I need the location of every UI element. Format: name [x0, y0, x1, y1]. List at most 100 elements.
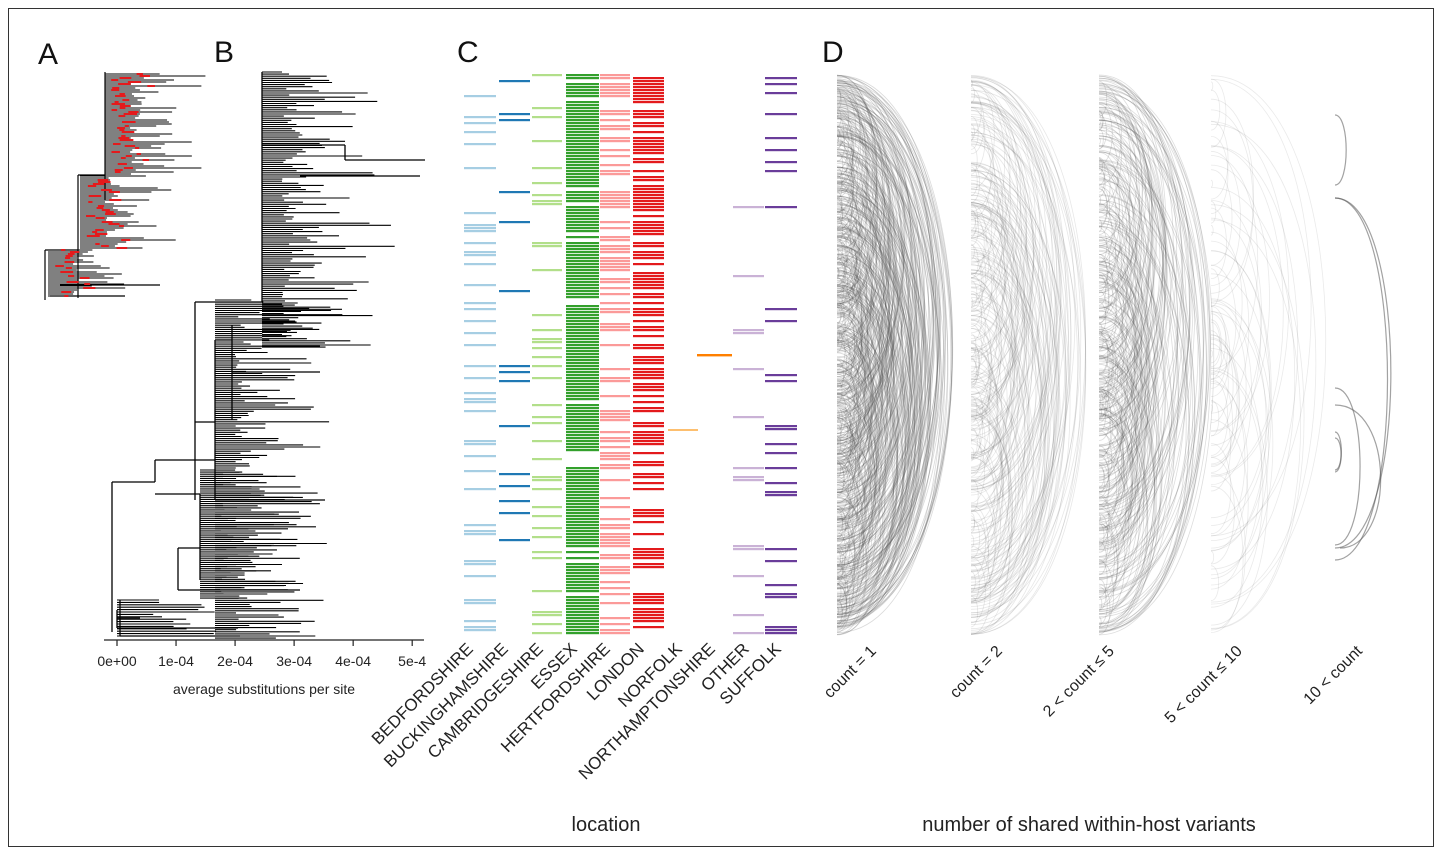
shared-variant-arc: [1098, 220, 1190, 632]
heatmap-cell: [499, 371, 530, 374]
heatmap-cell: [566, 482, 599, 485]
shared-variant-arc: [1098, 106, 1190, 520]
shared-variant-arc: [1098, 88, 1211, 594]
heatmap-cell: [532, 242, 562, 245]
heatmap-cell: [566, 392, 599, 395]
tip-marker: [108, 191, 120, 193]
shared-variant-arc: [1098, 514, 1101, 522]
x-axis-title: average substitutions per site: [173, 681, 355, 697]
shared-variant-arc: [1098, 430, 1113, 489]
shared-variant-arc: [1098, 310, 1133, 461]
shared-variant-arc: [836, 155, 854, 231]
shared-variant-arc: [1098, 93, 1137, 265]
shared-variant-arc: [1098, 464, 1105, 488]
shared-variant-arc: [836, 394, 876, 568]
tip-marker: [61, 249, 66, 251]
heatmap-cell: [633, 548, 664, 551]
heatmap-cell: [566, 287, 599, 290]
shared-variant-arc: [1098, 113, 1167, 419]
heatmap-cell: [600, 524, 630, 527]
heatmap-cell: [464, 122, 496, 125]
shared-variant-arc: [970, 107, 1011, 288]
shared-variant-arc: [836, 126, 896, 395]
shared-variant-arc: [836, 462, 863, 578]
shared-variant-arc: [970, 118, 1035, 405]
heatmap-cell: [532, 614, 562, 617]
shared-variant-arc: [1098, 559, 1108, 598]
shared-variant-arc: [836, 126, 853, 198]
shared-variant-arc: [1098, 305, 1128, 437]
shared-variant-arc: [1098, 245, 1134, 404]
shared-variant-arc: [1098, 455, 1110, 506]
shared-variant-arc: [1098, 495, 1109, 541]
heatmap-cell: [668, 429, 698, 431]
shared-variant-arc: [836, 216, 843, 243]
tip-marker: [64, 295, 69, 297]
heatmap-cell: [633, 395, 664, 398]
shared-variant-arc: [1098, 250, 1139, 430]
tip-marker: [128, 111, 139, 113]
shared-variant-arc: [970, 96, 1058, 491]
shared-variant-arc: [1098, 96, 1165, 392]
shared-variant-arc: [836, 526, 859, 624]
heatmap-cell: [464, 401, 496, 404]
tip-marker: [95, 243, 100, 245]
shared-variant-arc: [970, 163, 980, 203]
shared-variant-arc: [970, 385, 1002, 524]
heatmap-cell: [464, 143, 496, 146]
heatmap-cell: [600, 380, 630, 383]
heatmap-cell: [532, 476, 562, 479]
heatmap-cell: [600, 248, 630, 251]
shared-variant-arc: [836, 202, 844, 229]
shared-variant-arc: [970, 138, 1058, 531]
shared-variant-arc: [836, 295, 908, 618]
shared-variant-arc: [836, 179, 874, 348]
shared-variant-arc: [970, 298, 974, 308]
tip-marker: [118, 83, 131, 85]
heatmap-cell: [633, 596, 664, 599]
shared-variant-arc: [836, 166, 867, 300]
shared-variant-arc: [836, 226, 902, 520]
heatmap-cell: [600, 581, 630, 584]
shared-variant-arc: [1098, 133, 1164, 426]
shared-variant-arc: [1334, 197, 1392, 549]
shared-variant-arc: [836, 98, 917, 461]
shared-variant-arc: [1098, 389, 1133, 543]
shared-variant-arc: [1098, 339, 1113, 400]
heatmap-cell: [633, 473, 664, 476]
heatmap-cell: [566, 557, 599, 560]
heatmap-cell: [566, 572, 599, 575]
shared-variant-arc: [1098, 145, 1166, 446]
heatmap-cell: [765, 443, 797, 446]
heatmap-cell: [566, 281, 599, 284]
heatmap-cell: [633, 302, 664, 305]
shared-variant-arc: [836, 89, 953, 615]
shared-variant-arc: [1098, 167, 1105, 193]
shared-variant-arc: [970, 413, 1013, 604]
shared-variant-arc: [836, 80, 878, 264]
shared-variant-arc: [836, 564, 848, 614]
shared-variant-arc: [836, 402, 876, 579]
heatmap-cell: [600, 545, 630, 548]
heatmap-cell: [566, 506, 599, 509]
shared-variant-arc: [970, 84, 1082, 586]
heatmap-cell: [633, 77, 664, 80]
shared-variant-arc: [1098, 270, 1159, 543]
shared-variant-arc: [970, 101, 1087, 625]
heatmap-cell: [499, 290, 530, 293]
shared-variant-arc: [1098, 454, 1129, 591]
shared-variant-arc: [1098, 414, 1133, 568]
tip-marker: [121, 239, 131, 241]
shared-variant-arc: [836, 359, 844, 391]
shared-variant-arc: [836, 565, 846, 604]
heatmap-cell: [566, 197, 599, 200]
heatmap-cell: [566, 290, 599, 293]
heatmap-cell: [532, 623, 562, 626]
shared-variant-arc: [836, 131, 938, 590]
shared-variant-arc: [836, 335, 877, 514]
shared-variant-arc: [836, 114, 949, 622]
heatmap-cell: [566, 185, 599, 188]
shared-variant-arc: [970, 116, 1034, 401]
shared-variant-arc: [836, 198, 842, 221]
shared-variant-arc: [970, 571, 976, 593]
